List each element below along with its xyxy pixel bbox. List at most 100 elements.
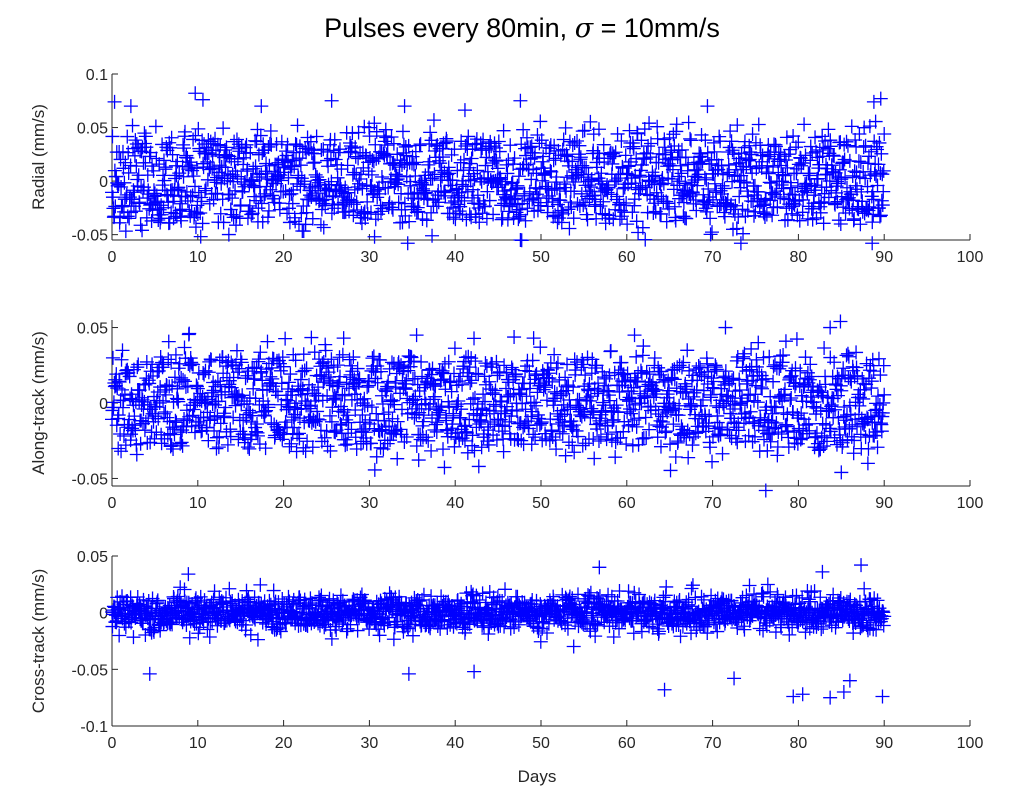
radial-data-point xyxy=(285,196,300,211)
radial-data-point xyxy=(261,139,276,154)
along-track-y-tick-label: -0.05 xyxy=(72,471,109,488)
radial-data-point xyxy=(646,205,661,220)
along-track-data-point xyxy=(133,436,148,451)
radial-data-point xyxy=(762,175,777,190)
along-track-data-point xyxy=(169,415,184,430)
radial-data-point xyxy=(557,148,572,163)
radial-data-point xyxy=(128,133,143,148)
radial-data-point xyxy=(638,180,653,195)
radial-data-point xyxy=(456,152,471,167)
radial-data-point xyxy=(531,195,546,210)
radial-data-point xyxy=(458,139,473,154)
radial-data-point xyxy=(398,208,413,223)
radial-data-point xyxy=(507,151,522,166)
radial-data-point xyxy=(610,189,625,204)
radial-data-point xyxy=(380,138,395,153)
radial-data-point xyxy=(175,202,190,217)
radial-data-point xyxy=(741,153,756,168)
radial-data-point xyxy=(865,215,880,230)
radial-data-point xyxy=(700,145,715,160)
radial-data-point xyxy=(327,132,342,147)
radial-data-point xyxy=(513,93,528,108)
radial-data-point xyxy=(210,137,225,152)
radial-data-point xyxy=(438,188,453,203)
radial-data-point xyxy=(306,156,321,171)
radial-data-point xyxy=(214,176,229,191)
along-track-data-point xyxy=(164,355,179,370)
radial-data-point xyxy=(518,213,533,228)
cross-track-y-tick-label: -0.05 xyxy=(72,662,109,679)
along-track-data-point xyxy=(160,410,175,425)
radial-data-point xyxy=(723,124,738,139)
radial-data-point xyxy=(250,122,265,137)
along-track-x-tick-label: 50 xyxy=(532,495,550,512)
radial-data-point xyxy=(431,195,446,210)
radial-data-point xyxy=(535,173,550,188)
radial-data-point xyxy=(546,153,561,168)
radial-data-point xyxy=(823,139,838,154)
radial-data-point xyxy=(736,175,751,190)
radial-data-point xyxy=(533,198,548,213)
radial-data-point xyxy=(299,205,314,220)
radial-data-point xyxy=(778,153,793,168)
along-track-data-point xyxy=(109,367,124,382)
radial-data-point xyxy=(633,163,648,178)
radial-data-point xyxy=(457,193,472,208)
radial-data-point xyxy=(773,190,788,205)
radial-data-point xyxy=(227,154,242,169)
radial-data-point xyxy=(142,149,157,164)
radial-data-point xyxy=(121,165,136,180)
along-track-data-point xyxy=(182,358,197,373)
radial-data-point xyxy=(630,126,645,141)
radial-data-point xyxy=(230,169,245,184)
along-track-data-point xyxy=(142,376,157,391)
radial-data-point xyxy=(179,148,194,163)
chart-title: Pulses every 80min, σ = 10mm/s xyxy=(324,13,720,44)
radial-data-point xyxy=(144,213,159,228)
radial-data-point xyxy=(526,162,541,177)
radial-data-point xyxy=(447,142,462,157)
radial-data-point xyxy=(273,168,288,183)
radial-data-point xyxy=(510,178,525,193)
radial-data-point xyxy=(797,117,812,132)
radial-data-point xyxy=(140,191,155,206)
radial-data-point xyxy=(584,172,599,187)
radial-data-point xyxy=(543,163,558,178)
radial-data-point xyxy=(433,156,448,171)
along-track-x-tick-label: 10 xyxy=(189,495,207,512)
radial-data-point xyxy=(241,204,256,219)
radial-data-point xyxy=(744,147,759,162)
radial-data-point xyxy=(191,121,206,136)
radial-data-point xyxy=(503,138,518,153)
radial-data-point xyxy=(527,204,542,219)
radial-data-point xyxy=(244,207,259,222)
radial-data-point xyxy=(478,158,493,173)
radial-data-point xyxy=(296,224,311,239)
radial-data-point xyxy=(821,190,836,205)
radial-data-point xyxy=(620,217,635,232)
radial-data-point xyxy=(635,178,650,193)
cross-track-x-tick-label: 60 xyxy=(618,735,636,752)
radial-data-point xyxy=(425,171,440,186)
radial-data-point xyxy=(274,134,289,149)
radial-data-point xyxy=(614,209,629,224)
radial-data-point xyxy=(486,207,501,222)
radial-data-point xyxy=(541,189,556,204)
along-track-x-tick-label: 70 xyxy=(704,495,722,512)
radial-data-point xyxy=(698,201,713,216)
along-track-data-point xyxy=(161,352,176,367)
cross-track-x-tick-label: 80 xyxy=(790,735,808,752)
radial-data-point xyxy=(857,120,872,135)
radial-data-point xyxy=(753,145,768,160)
radial-data-point xyxy=(798,177,813,192)
radial-data-point xyxy=(786,196,801,211)
radial-data-point xyxy=(566,211,581,226)
radial-data-point xyxy=(259,156,274,171)
radial-data-point xyxy=(596,194,611,209)
along-track-data-point xyxy=(155,360,170,375)
radial-data-point xyxy=(351,125,366,140)
radial-data-point xyxy=(391,177,406,192)
radial-data-point xyxy=(714,158,729,173)
radial-data-point xyxy=(123,99,138,114)
radial-data-point xyxy=(870,178,885,193)
